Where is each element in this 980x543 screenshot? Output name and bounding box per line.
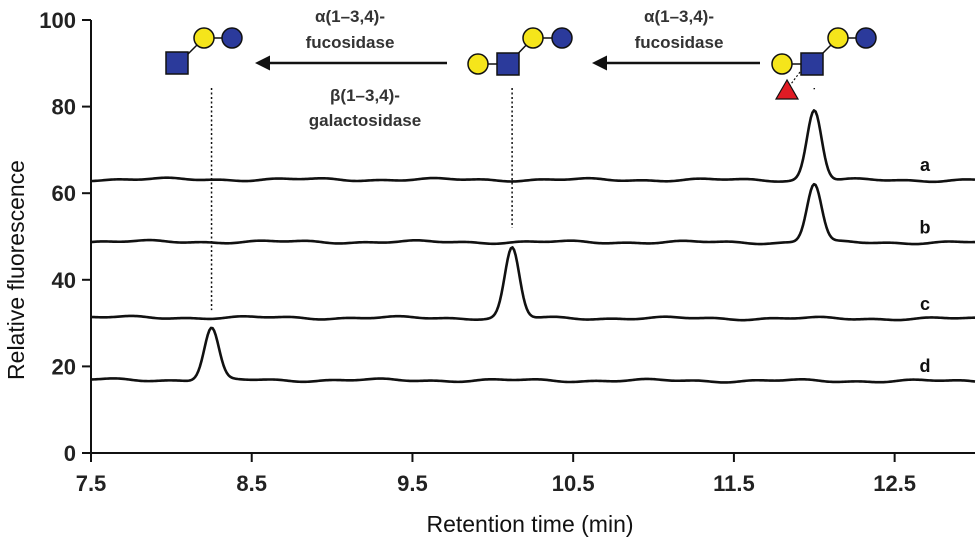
enzyme-label-left-line1: α(1–3,4)- — [315, 7, 385, 26]
glycan-left — [165, 27, 243, 75]
y-tick-label: 20 — [52, 354, 76, 379]
trace-label-a: a — [920, 155, 931, 175]
y-tick-label: 60 — [52, 181, 76, 206]
y-tick-label: 40 — [52, 268, 76, 293]
x-tick-label: 11.5 — [713, 471, 755, 496]
trace-labels: a b c d — [920, 155, 931, 376]
trace-label-c: c — [920, 294, 930, 314]
glucose-circle-icon — [221, 27, 243, 49]
y-tick-label: 80 — [52, 95, 76, 120]
trace-b — [90, 182, 976, 246]
galactose-circle-icon — [467, 53, 489, 75]
y-tick-label: 100 — [39, 8, 76, 33]
galactose-circle-icon — [522, 27, 544, 49]
trace-d — [90, 326, 976, 384]
glcnac-square-icon — [165, 51, 189, 75]
trace-a — [90, 109, 976, 184]
glucose-circle-icon — [855, 27, 877, 49]
galactose-circle-icon — [771, 53, 793, 75]
galactose-circle-icon — [193, 27, 215, 49]
trace-label-b: b — [920, 218, 931, 238]
glucose-circle-icon — [551, 27, 573, 49]
x-tick-label: 12.5 — [873, 471, 916, 496]
enzyme-label-right-line1: α(1–3,4)- — [644, 7, 714, 26]
enzyme-label-right-line2: fucosidase — [635, 33, 724, 52]
galactose-circle-icon — [827, 27, 849, 49]
x-tick-label: 9.5 — [397, 471, 428, 496]
trace-c — [90, 246, 976, 322]
trace-label-d: d — [920, 356, 931, 376]
peak-marker-lines — [210, 88, 816, 311]
trace-lines — [90, 109, 976, 384]
x-tick-label: 10.5 — [552, 471, 595, 496]
x-tick-label: 8.5 — [236, 471, 267, 496]
glycan-middle — [467, 27, 573, 76]
y-axis-ticks: 0 20 40 60 80 100 — [39, 8, 91, 466]
enzyme-label-left-line2: fucosidase — [306, 33, 395, 52]
y-axis-title: Relative fluorescence — [3, 160, 29, 380]
enzyme-label-left-line4: galactosidase — [309, 111, 421, 130]
axes — [90, 20, 975, 454]
enzyme-annotations: α(1–3,4)- fucosidase α(1–3,4)- fucosidas… — [255, 7, 760, 130]
x-axis-title: Retention time (min) — [426, 511, 633, 537]
glcnac-square-icon — [800, 52, 824, 76]
fucose-triangle-icon — [774, 78, 800, 100]
enzyme-label-left-line3: β(1–3,4)- — [330, 86, 400, 105]
glycan-right — [771, 27, 877, 100]
x-axis-ticks: 7.5 8.5 9.5 10.5 11.5 12.5 — [76, 453, 916, 496]
y-tick-label: 0 — [64, 441, 76, 466]
x-tick-label: 7.5 — [76, 471, 107, 496]
glcnac-square-icon — [496, 52, 520, 76]
